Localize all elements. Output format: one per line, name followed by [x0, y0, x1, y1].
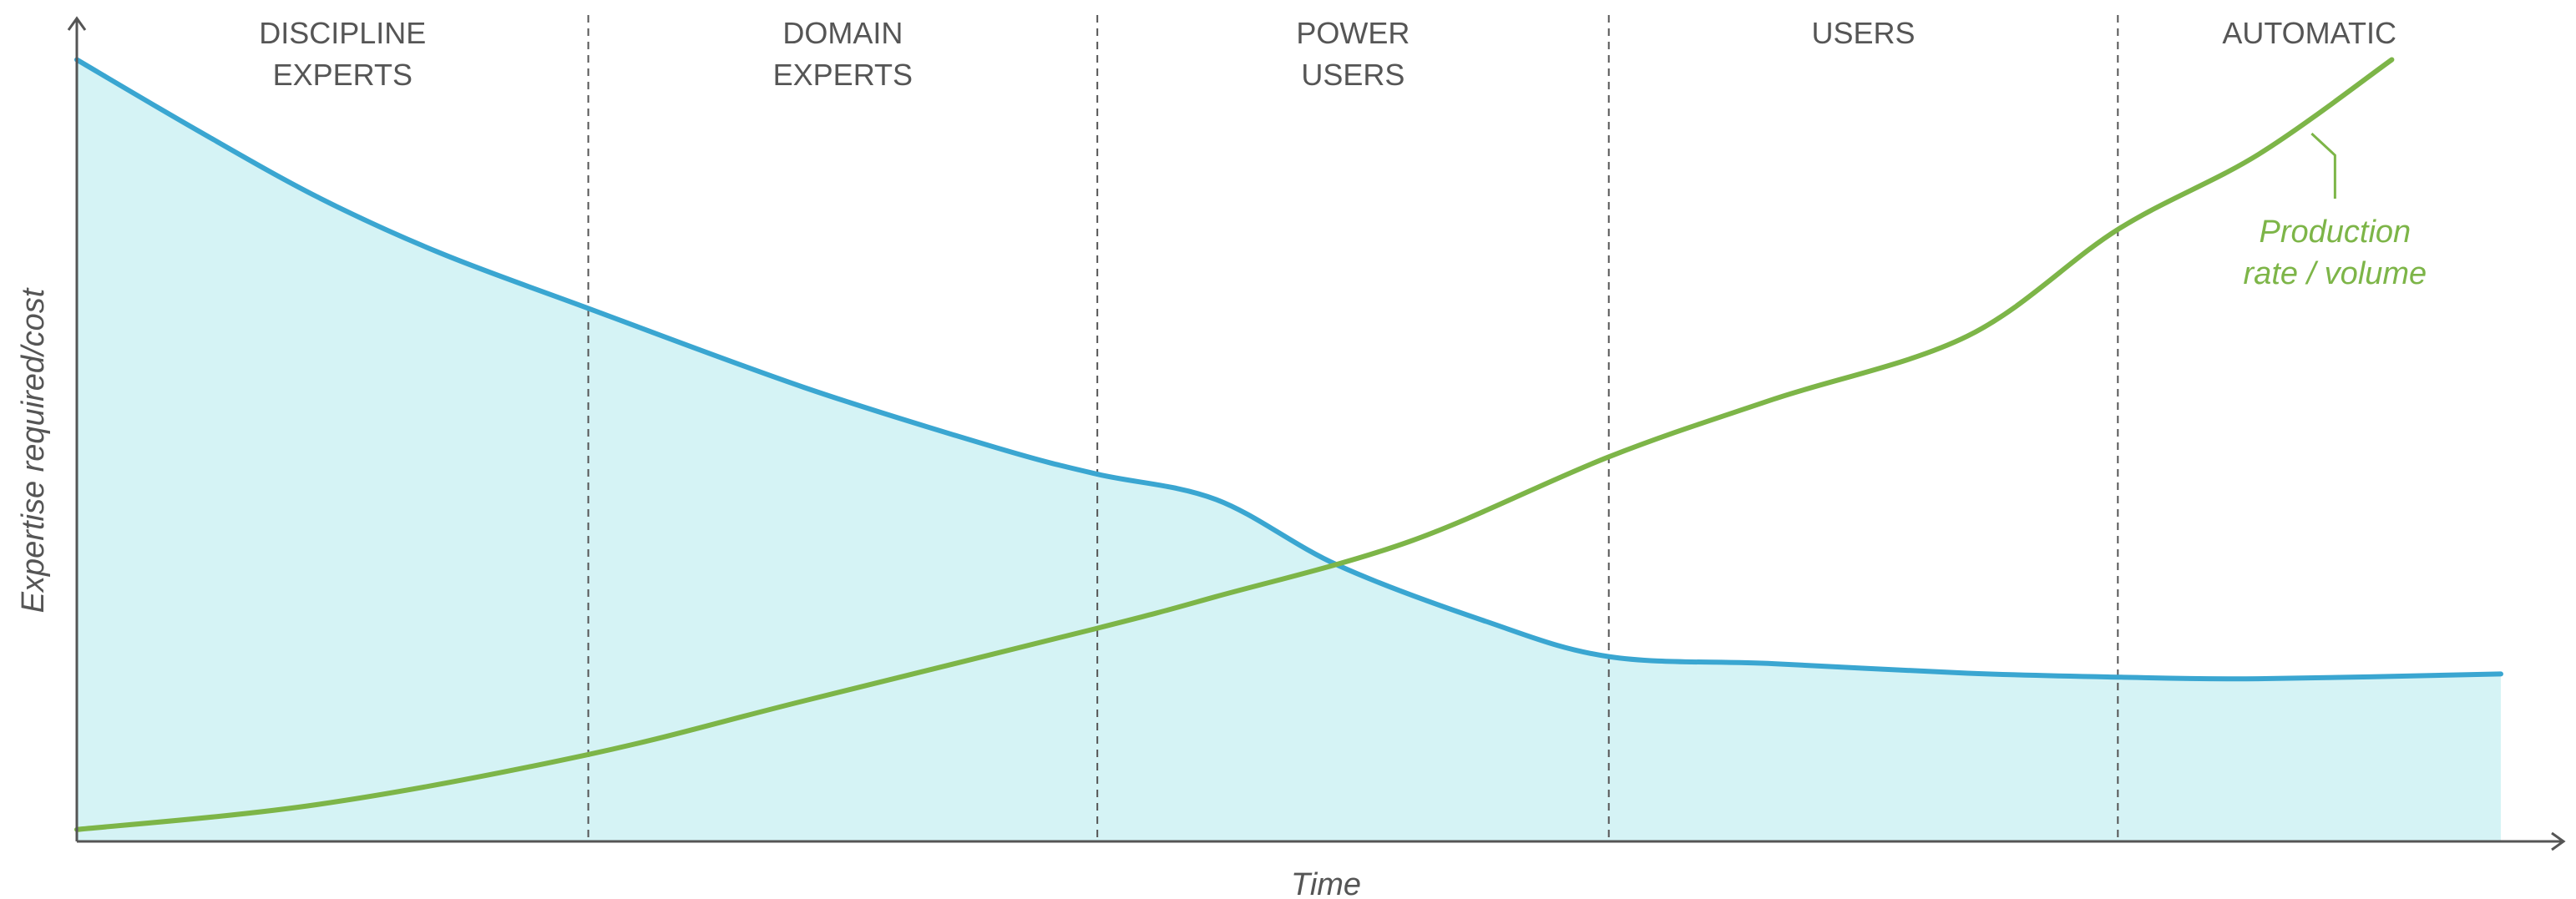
zone-label: AUTOMATIC — [2222, 16, 2396, 50]
annotation-leader — [2310, 132, 2336, 199]
y-axis-title: Expertise required/cost — [16, 287, 51, 613]
zone-label: POWER USERS — [1296, 16, 1409, 92]
series-1-line — [74, 57, 2503, 682]
zone-dividers — [587, 15, 2119, 841]
zone-label: DOMAIN EXPERTS — [773, 16, 913, 92]
series-2-label: Production rate / volume — [2244, 215, 2427, 291]
series-2-line — [74, 57, 2395, 832]
zone-label: USERS — [1811, 16, 1915, 50]
x-axis-arrow — [2551, 831, 2566, 851]
x-axis-title: Time — [1291, 867, 1361, 899]
area-fill-layer — [77, 59, 2501, 841]
y-axis-arrow — [67, 16, 87, 31]
axes — [67, 16, 2566, 851]
series-layer — [74, 57, 2503, 832]
series-1-area — [77, 59, 2501, 841]
zone-label: DISCIPLINE EXPERTS — [259, 16, 426, 92]
labels-layer: Time Expertise required/cost DISCIPLINE E… — [16, 16, 2427, 899]
